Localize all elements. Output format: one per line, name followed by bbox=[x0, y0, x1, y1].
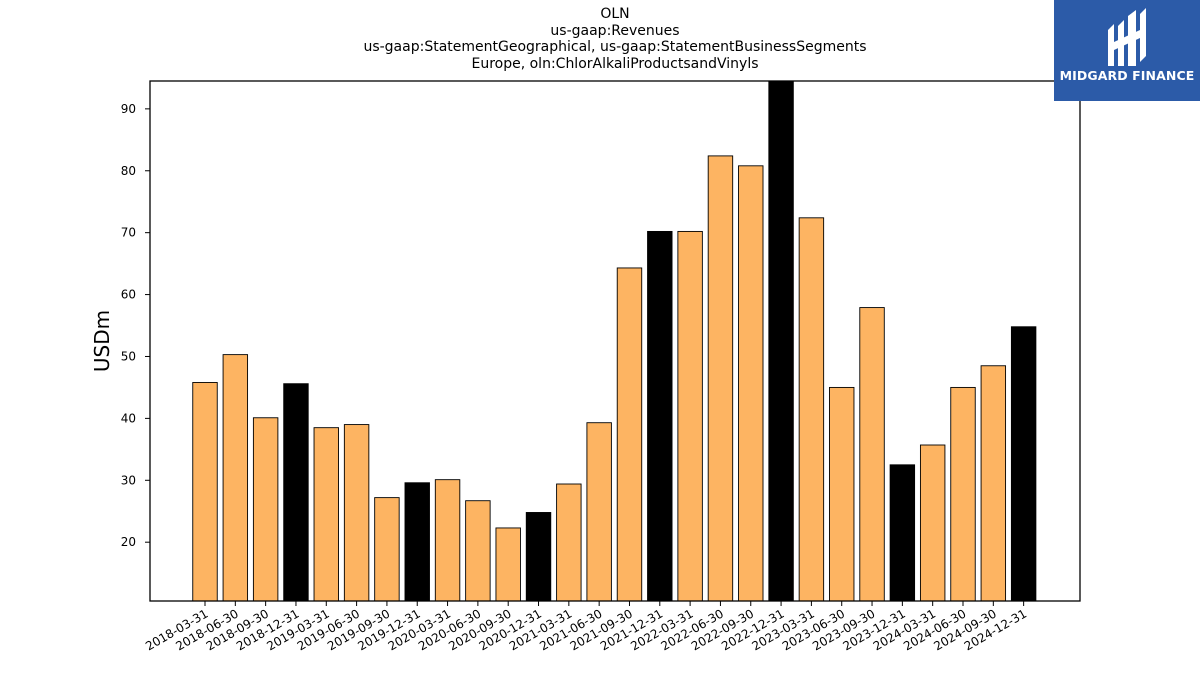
chart-title-members: Europe, oln:ChlorAlkaliProductsandVinyls bbox=[471, 55, 759, 72]
logo-text: MIDGARD FINANCE bbox=[1059, 68, 1195, 83]
x-axis: 2018-03-312018-06-302018-09-302018-12-31… bbox=[143, 601, 1029, 653]
midgard-logo-icon bbox=[1108, 8, 1146, 66]
bar-2023-09-30 bbox=[859, 307, 885, 602]
bar-2024-06-30 bbox=[950, 386, 976, 602]
bar-2022-12-31 bbox=[768, 80, 794, 602]
bar-2024-03-31 bbox=[919, 444, 946, 602]
bar-2019-12-31 bbox=[404, 482, 430, 602]
bar-2020-12-31 bbox=[525, 512, 552, 602]
bar-2018-06-30 bbox=[222, 354, 249, 602]
bar-2022-03-31 bbox=[677, 230, 703, 602]
chart-title-axes: us-gaap:StatementGeographical, us-gaap:S… bbox=[363, 39, 867, 55]
bar-2023-12-31 bbox=[889, 464, 916, 602]
midgard-finance-logo: MIDGARD FINANCE bbox=[1054, 0, 1200, 101]
y-tick-label: 70 bbox=[121, 226, 136, 240]
y-tick-label: 50 bbox=[121, 349, 136, 363]
bar-2022-09-30 bbox=[738, 165, 764, 602]
plot-frame bbox=[149, 80, 1081, 602]
bar-2018-12-31 bbox=[283, 383, 309, 602]
bar-2019-06-30 bbox=[343, 424, 370, 602]
bar-2023-03-31 bbox=[798, 217, 825, 602]
bar-2020-06-30 bbox=[465, 500, 491, 602]
bar-2024-09-30 bbox=[980, 365, 1007, 602]
bar-2018-03-31 bbox=[192, 382, 218, 602]
y-axis: 20 30 40 50 60 70 80 90 bbox=[121, 102, 150, 549]
bar-2023-06-30 bbox=[829, 386, 855, 602]
y-tick-label: 30 bbox=[121, 473, 136, 487]
chart-title: OLN us-gaap:Revenues us-gaap:StatementGe… bbox=[150, 6, 1080, 72]
bar-2021-12-31 bbox=[647, 230, 673, 602]
y-tick-label: 20 bbox=[121, 535, 136, 549]
y-tick-label: 60 bbox=[121, 288, 136, 302]
y-tick-label: 90 bbox=[121, 102, 136, 116]
bar-2020-03-31 bbox=[434, 479, 461, 602]
bar-2024-12-31 bbox=[1010, 326, 1037, 602]
bar-2022-06-30 bbox=[707, 155, 734, 602]
chart-title-metric: us-gaap:Revenues bbox=[550, 22, 680, 39]
bar-2018-09-30 bbox=[252, 417, 279, 602]
bar-2019-03-31 bbox=[313, 427, 339, 602]
bar-2021-09-30 bbox=[616, 267, 643, 602]
bar-2020-09-30 bbox=[495, 527, 521, 602]
bars-group bbox=[192, 80, 1037, 602]
chart-title-ticker: OLN bbox=[600, 6, 630, 22]
bar-2021-03-31 bbox=[556, 483, 582, 602]
y-tick-label: 80 bbox=[121, 164, 136, 178]
bar-2019-09-30 bbox=[374, 497, 400, 602]
y-axis-label: USDm bbox=[90, 310, 114, 372]
y-tick-label: 40 bbox=[121, 411, 136, 425]
bar-2021-06-30 bbox=[586, 422, 612, 602]
